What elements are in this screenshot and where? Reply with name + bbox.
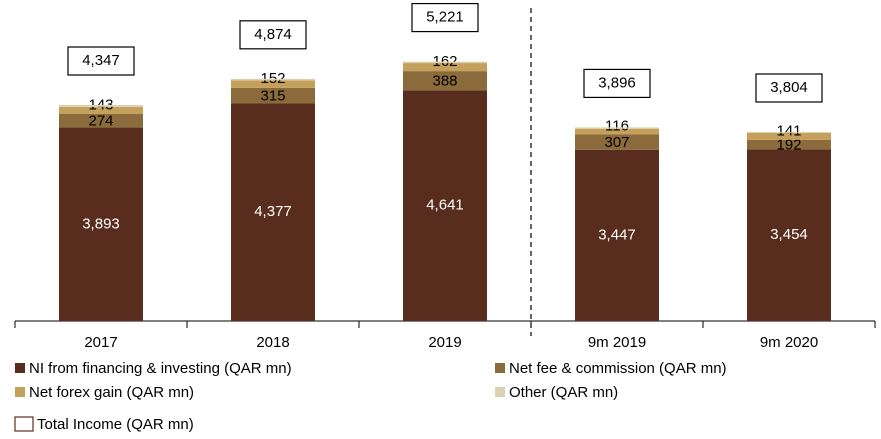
- total-label: 4,874: [254, 26, 292, 43]
- legend-label: NI from financing & investing (QAR mn): [29, 360, 292, 377]
- total-box: [755, 73, 823, 103]
- data-label: 141: [776, 122, 801, 139]
- bar-segment: [747, 131, 831, 133]
- data-label: 162: [432, 53, 457, 70]
- bar-segment: [59, 106, 143, 114]
- data-label: 4,641: [426, 197, 464, 214]
- bar-segment: [403, 71, 487, 91]
- x-tick-label: 2019: [428, 334, 461, 351]
- x-tick-label: 9m 2019: [588, 334, 646, 351]
- data-label: 143: [88, 96, 113, 113]
- legend-swatch: [14, 416, 34, 432]
- bar-segment: [231, 103, 315, 321]
- total-box: [67, 46, 135, 76]
- data-label: 3,447: [598, 226, 636, 243]
- bar-segment: [575, 149, 659, 321]
- bar-segment: [59, 105, 143, 107]
- total-box: [411, 2, 479, 33]
- total-label: 5,221: [426, 9, 464, 26]
- legend-swatch: [495, 363, 505, 373]
- data-label: 3,893: [82, 215, 120, 232]
- data-label: 307: [604, 134, 629, 151]
- legend-label: Net fee & commission (QAR mn): [509, 360, 727, 377]
- bar-segment: [403, 63, 487, 72]
- bar-segment: [575, 128, 659, 135]
- bar-segment: [231, 87, 315, 104]
- bar-segment: [231, 80, 315, 88]
- data-label: 388: [432, 73, 457, 90]
- total-label: 3,896: [598, 74, 636, 91]
- data-label: 4,377: [254, 203, 292, 220]
- x-tick-label: 9m 2020: [760, 334, 818, 351]
- data-label: 152: [260, 70, 285, 87]
- bar-segment: [231, 78, 315, 81]
- legend-swatch: [15, 387, 25, 397]
- bar-segment: [747, 149, 831, 321]
- data-label: 192: [776, 137, 801, 154]
- legend-label: Net forex gain (QAR mn): [29, 384, 194, 401]
- total-label: 3,804: [770, 79, 808, 96]
- legend-label: Total Income (QAR mn): [37, 416, 194, 433]
- legend-swatch: [495, 387, 505, 397]
- bar-segment: [747, 132, 831, 140]
- total-label: 4,347: [82, 52, 120, 69]
- data-label: 315: [260, 88, 285, 105]
- data-label: 274: [88, 113, 113, 130]
- bar-segment: [403, 90, 487, 321]
- bar-segment: [59, 113, 143, 128]
- data-label: 3,454: [770, 226, 808, 243]
- legend-swatch: [15, 363, 25, 373]
- total-box: [239, 20, 307, 50]
- legend-label: Other (QAR mn): [509, 384, 618, 401]
- bar-segment: [575, 134, 659, 150]
- x-tick-label: 2018: [256, 334, 289, 351]
- x-tick-label: 2017: [84, 334, 117, 351]
- bar-segment: [747, 139, 831, 150]
- bar-segment: [575, 127, 659, 129]
- bar-segment: [59, 127, 143, 321]
- bar-segment: [403, 61, 487, 64]
- data-label: 116: [605, 118, 629, 135]
- total-box: [583, 68, 651, 99]
